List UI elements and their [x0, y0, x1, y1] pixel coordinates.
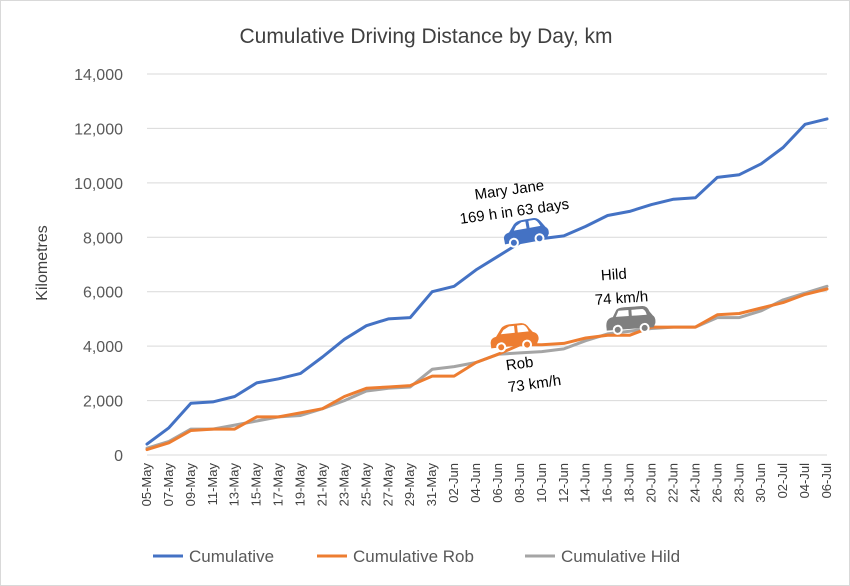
x-tick-label: 30-Jun — [753, 463, 768, 503]
annotation-rob-line2: 73 km/h — [507, 372, 562, 396]
legend-label-rob: Cumulative Rob — [353, 547, 474, 566]
y-tick-label: 12,000 — [74, 121, 123, 138]
legend-item-cumulative: Cumulative — [153, 547, 274, 566]
gridlines — [147, 73, 827, 456]
y-axis-label: Kilometres — [34, 225, 51, 301]
car-icon — [503, 217, 549, 248]
x-tick-label: 14-Jun — [578, 463, 593, 503]
x-tick-label: 20-Jun — [644, 463, 659, 503]
annotation-hild-line2: 74 km/h — [594, 288, 648, 309]
x-tick-label: 13-May — [227, 463, 242, 507]
x-tick-label: 17-May — [271, 463, 286, 507]
x-tick-label: 07-May — [161, 463, 176, 507]
x-tick-label: 06-Jul — [819, 463, 834, 499]
x-tick-label: 05-May — [139, 463, 154, 507]
legend-label-hild: Cumulative Hild — [561, 547, 680, 566]
chart-title: Cumulative Driving Distance by Day, km — [239, 25, 612, 48]
x-tick-label: 19-May — [293, 463, 308, 507]
legend-item-rob: Cumulative Rob — [317, 547, 474, 566]
y-tick-label: 14,000 — [74, 67, 123, 84]
x-tick-label: 29-May — [402, 463, 417, 507]
x-tick-label: 24-Jun — [687, 463, 702, 503]
annotation-hild: Hild 74 km/h — [594, 266, 648, 309]
y-tick-label: 8,000 — [83, 230, 123, 247]
x-tick-labels: 05-May 07-May 09-May 11-May 13-May 15-May 17-M… — [139, 463, 834, 507]
legend-label-cumulative: Cumulative — [189, 547, 274, 566]
y-tick-label: 10,000 — [74, 176, 123, 193]
x-tick-label: 04-Jul — [797, 463, 812, 499]
x-tick-label: 22-Jun — [665, 463, 680, 503]
x-tick-label: 18-Jun — [622, 463, 637, 503]
x-tick-label: 16-Jun — [600, 463, 615, 503]
x-tick-label: 08-Jun — [512, 463, 527, 503]
x-tick-label: 25-May — [358, 463, 373, 507]
y-tick-label: 4,000 — [83, 339, 123, 356]
x-tick-label: 21-May — [314, 463, 329, 507]
x-tick-label: 23-May — [336, 463, 351, 507]
series-line-cumulative-hild — [145, 284, 829, 450]
x-tick-label: 31-May — [424, 463, 439, 507]
x-tick-label: 02-Jul — [775, 463, 790, 499]
y-tick-labels: 0 2,000 4,000 6,000 8,000 10,000 12,000 14,000 — [74, 67, 123, 465]
legend: Cumulative Cumulative Rob Cumulative Hil… — [153, 547, 680, 566]
series-line-cumulative-rob — [145, 287, 829, 452]
x-tick-label: 12-Jun — [556, 463, 571, 503]
x-tick-label: 09-May — [183, 463, 198, 507]
x-tick-label: 02-Jun — [446, 463, 461, 503]
annotation-rob-line1: Rob — [505, 354, 535, 375]
x-tick-label: 26-Jun — [709, 463, 724, 503]
y-tick-label: 2,000 — [83, 394, 123, 411]
x-tick-label: 28-Jun — [731, 463, 746, 503]
car-icon — [606, 306, 656, 335]
x-tick-label: 27-May — [380, 463, 395, 507]
annotation-mary-jane: Mary Jane 169 h in 63 days — [459, 177, 570, 228]
x-tick-label: 15-May — [249, 463, 264, 507]
x-tick-label: 10-Jun — [534, 463, 549, 503]
x-tick-label: 06-Jun — [490, 463, 505, 503]
y-tick-label: 0 — [114, 448, 123, 465]
series-line-cumulative — [145, 117, 829, 446]
annotation-hild-line1: Hild — [600, 266, 627, 285]
car-icon — [490, 323, 539, 353]
annotation-rob: Rob 73 km/h — [505, 354, 562, 397]
x-tick-label: 11-May — [205, 463, 220, 506]
series-lines — [145, 117, 829, 452]
y-tick-label: 6,000 — [83, 285, 123, 302]
legend-item-hild: Cumulative Hild — [525, 547, 680, 566]
x-tick-label: 04-Jun — [468, 463, 483, 503]
